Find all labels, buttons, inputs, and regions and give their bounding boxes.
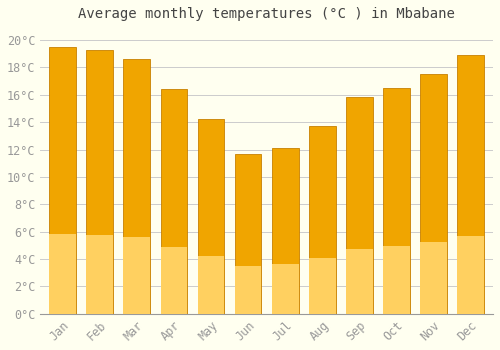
Bar bbox=[124, 59, 150, 314]
Bar bbox=[458, 55, 484, 314]
Bar bbox=[160, 89, 188, 314]
Bar bbox=[346, 98, 373, 314]
Bar bbox=[420, 74, 447, 314]
Bar bbox=[86, 50, 113, 314]
Bar bbox=[198, 119, 224, 314]
Bar bbox=[160, 246, 188, 314]
Bar bbox=[309, 126, 336, 314]
Bar bbox=[383, 246, 410, 314]
Bar bbox=[272, 148, 298, 314]
Bar bbox=[383, 88, 410, 314]
Bar bbox=[458, 236, 484, 314]
Bar bbox=[346, 249, 373, 314]
Title: Average monthly temperatures (°C ) in Mbabane: Average monthly temperatures (°C ) in Mb… bbox=[78, 7, 455, 21]
Bar bbox=[420, 242, 447, 314]
Bar bbox=[309, 258, 336, 314]
Bar bbox=[49, 234, 76, 314]
Bar bbox=[235, 266, 262, 314]
Bar bbox=[49, 47, 76, 314]
Bar bbox=[272, 264, 298, 314]
Bar bbox=[235, 154, 262, 314]
Bar bbox=[198, 256, 224, 314]
Bar bbox=[124, 237, 150, 314]
Bar bbox=[86, 234, 113, 314]
